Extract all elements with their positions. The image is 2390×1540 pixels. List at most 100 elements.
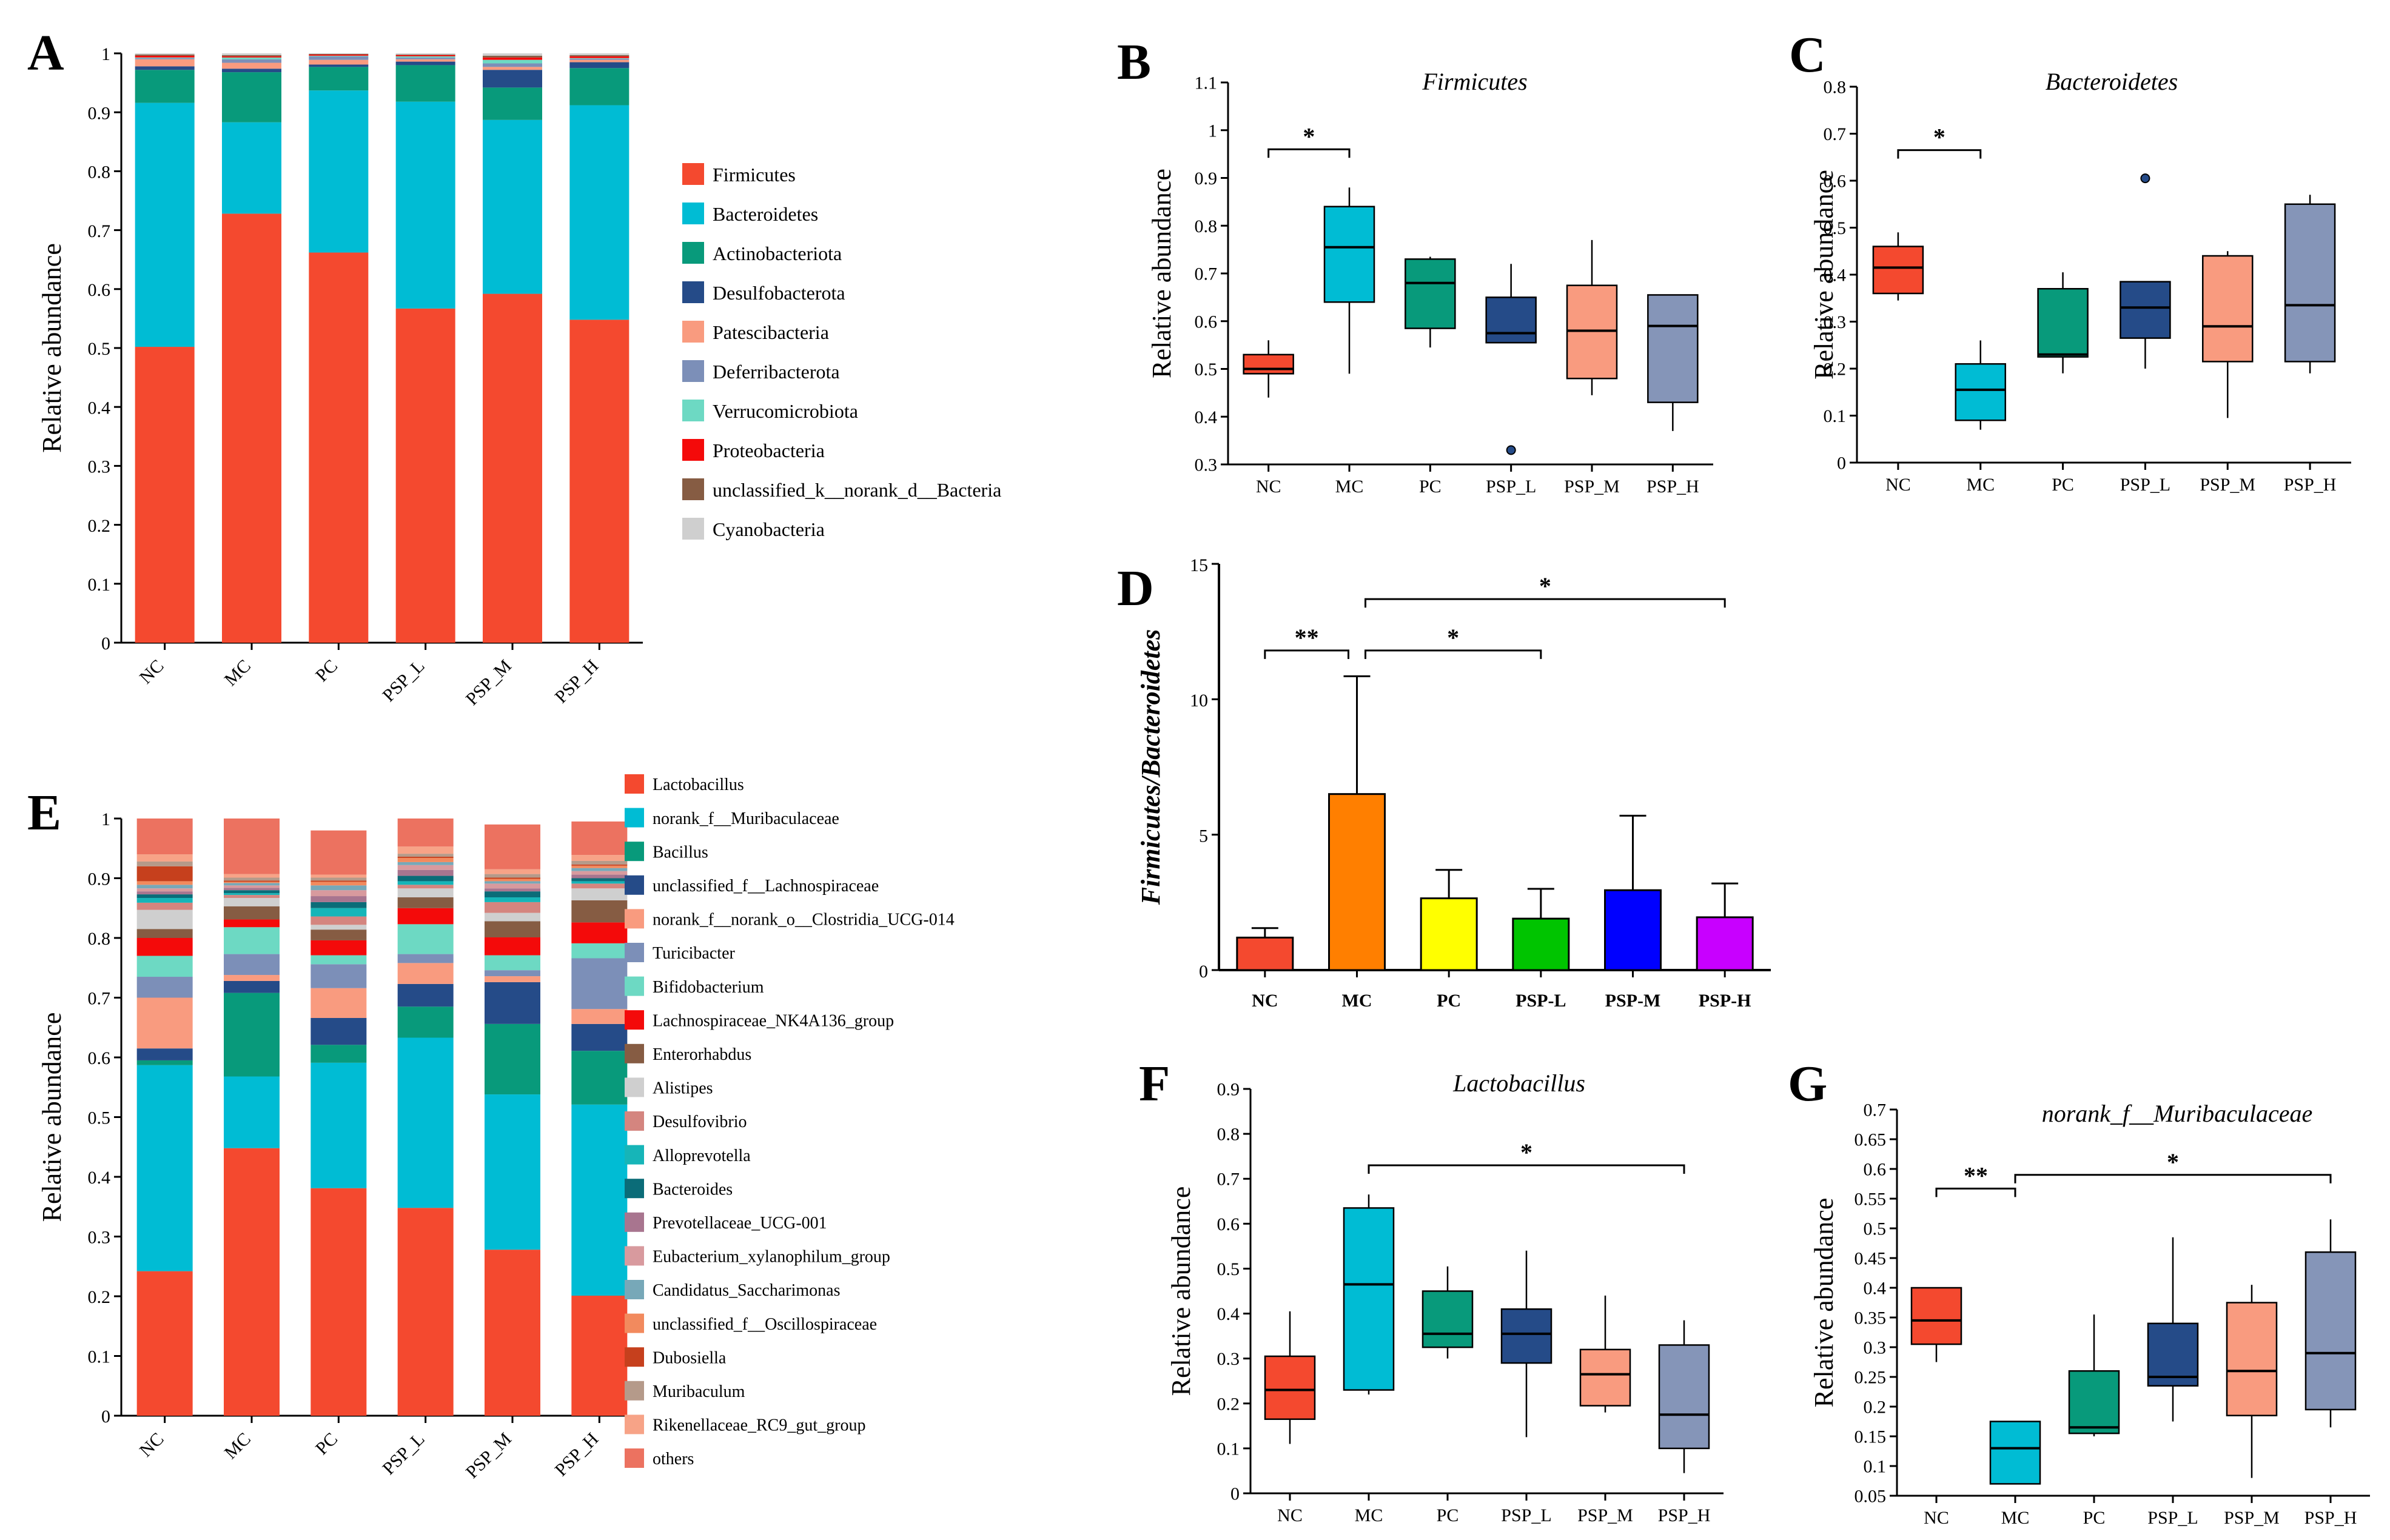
y-tick-label: 0.6 bbox=[88, 1048, 111, 1068]
panel-d-bar-chart: 0 5 10 15 Firmicutes/Bacteroidetes NC MC PC PSP-… bbox=[1136, 555, 1771, 1011]
box-MC bbox=[1343, 1207, 1395, 1391]
bar-segment-PSP_L-4 bbox=[395, 59, 455, 62]
bar-segment-PSP_M-4 bbox=[483, 67, 542, 70]
x-tick-label: PSP_M bbox=[462, 656, 515, 709]
bar-segment-MC-1 bbox=[224, 1076, 280, 1148]
bar-segment-PC-1 bbox=[310, 1062, 367, 1188]
panel-letter-a: A bbox=[27, 25, 64, 81]
bar-segment-PSP_L-18 bbox=[397, 854, 454, 857]
significance-label: * bbox=[1539, 572, 1551, 600]
x-tick-label: PSP-H bbox=[1699, 991, 1751, 1011]
bar-segment-NC-15 bbox=[136, 885, 193, 889]
y-tick-label: 0.4 bbox=[1217, 1304, 1240, 1324]
bar-segment-MC-7 bbox=[222, 56, 281, 58]
bar-segment-PSP_L-16 bbox=[397, 858, 454, 862]
panel-e-stacked-bar-chart: 0 0.1 0.2 0.3 0.4 0.5 0.6 0.7 0.8 0.9 1 Relative ab… bbox=[37, 774, 955, 1482]
bar-segment-PC-0 bbox=[310, 1188, 367, 1416]
bar-segment-PSP_H-13 bbox=[571, 874, 628, 879]
bar-segment-PSP_M-9 bbox=[483, 53, 542, 56]
bar-PC bbox=[1420, 897, 1478, 971]
bar-segment-NC-7 bbox=[136, 938, 193, 956]
bar-segment-PC-9 bbox=[309, 53, 369, 54]
significance-bracket bbox=[1897, 149, 1982, 159]
outlier-point-PSP_L bbox=[2140, 173, 2150, 184]
box-PSP_L bbox=[2120, 281, 2171, 339]
y-tick-label: 0.1 bbox=[1824, 406, 1847, 426]
bar-PSP-L bbox=[1512, 917, 1570, 971]
y-tick-label: 0.8 bbox=[88, 929, 111, 949]
bar-segment-MC-20 bbox=[224, 819, 280, 874]
x-tick-label: PC bbox=[2083, 1508, 2106, 1528]
bar-segment-MC-3 bbox=[222, 69, 281, 73]
bar-segment-NC-1 bbox=[135, 102, 195, 347]
bar-segment-PSP_H-16 bbox=[571, 865, 628, 868]
panel-letter-g: G bbox=[1788, 1056, 1827, 1112]
y-axis-title: Firmicutes/Bacteroidetes bbox=[1136, 629, 1166, 906]
bar-segment-PSP_H-0 bbox=[571, 1296, 628, 1416]
bar-segment-PSP_M-20 bbox=[485, 824, 540, 869]
bar-segment-PSP_L-14 bbox=[397, 865, 454, 870]
y-tick-label: 0.5 bbox=[1864, 1219, 1887, 1239]
x-tick-label: NC bbox=[1924, 1508, 1949, 1528]
bar-segment-PSP_M-3 bbox=[485, 982, 540, 1024]
y-tick-label: 5 bbox=[1199, 826, 1208, 846]
legend-swatch-5 bbox=[682, 360, 704, 382]
significance-bracket bbox=[1264, 649, 1349, 659]
box-PSP_L bbox=[1500, 1308, 1552, 1364]
bar-segment-PSP_L-0 bbox=[397, 1208, 454, 1416]
y-tick-label: 0.6 bbox=[1217, 1214, 1240, 1234]
legend-swatch-8 bbox=[682, 478, 704, 500]
legend-label-5: Turicibacter bbox=[653, 944, 735, 963]
y-tick-label: 0.8 bbox=[88, 162, 111, 182]
bar-segment-NC-0 bbox=[136, 1271, 193, 1416]
bar-segment-PSP_H-19 bbox=[571, 855, 628, 861]
x-tick-label: PSP-M bbox=[1605, 991, 1661, 1011]
legend-swatch-1 bbox=[682, 203, 704, 224]
bar-segment-NC-11 bbox=[136, 898, 193, 903]
panel-a-legend: Firmicutes Bacteroidetes Actinobacteriota D… bbox=[682, 163, 1001, 540]
bar-segment-PC-2 bbox=[309, 67, 369, 91]
panel-a-plot: 0 0.1 0.2 0.3 0.4 0.5 0.6 0.7 0.8 0.9 1 Relative ab… bbox=[37, 44, 643, 709]
bar-segment-PSP_L-0 bbox=[395, 308, 455, 643]
x-tick-label: PSP-L bbox=[1516, 991, 1566, 1011]
bar-segment-PSP_L-9 bbox=[395, 53, 455, 55]
legend-label-9: Cyanobacteria bbox=[713, 518, 825, 540]
y-tick-label: 0.25 bbox=[1855, 1368, 1887, 1388]
y-axis-title: Relative abundance bbox=[1809, 170, 1839, 380]
panel-g-title: norank_f__Muribaculaceae bbox=[2042, 1100, 2313, 1127]
significance-label: * bbox=[1447, 624, 1459, 651]
bar-segment-PC-10 bbox=[310, 916, 367, 925]
bar-segment-PSP_M-3 bbox=[483, 70, 542, 88]
bar-segment-MC-2 bbox=[222, 72, 281, 122]
bar-segment-PSP_H-8 bbox=[571, 900, 628, 923]
legend-swatch-3 bbox=[682, 281, 704, 303]
legend-label-13: Prevotellaceae_UCG-001 bbox=[653, 1214, 827, 1233]
y-tick-label: 0.4 bbox=[88, 398, 111, 418]
legend-swatch-17 bbox=[625, 1347, 644, 1367]
y-tick-label: 0.8 bbox=[1217, 1125, 1240, 1145]
legend-label-0: Firmicutes bbox=[713, 164, 796, 186]
y-tick-label: 0.1 bbox=[1864, 1457, 1887, 1477]
bar-PSP-M bbox=[1604, 889, 1662, 971]
panel-f-box-plot: Lactobacillus 00.10.20.30.40.50.60.70.80… bbox=[1166, 1070, 1724, 1525]
y-tick-label: 0.4 bbox=[1864, 1279, 1887, 1299]
box-NC bbox=[1872, 246, 1924, 295]
x-tick-label: PSP_M bbox=[1577, 1505, 1633, 1525]
y-axis-title: Relative abundance bbox=[1809, 1198, 1839, 1408]
bar-segment-NC-5 bbox=[136, 977, 193, 998]
y-tick-label: 0.4 bbox=[1824, 266, 1847, 286]
y-tick-label: 1 bbox=[101, 44, 110, 64]
box-PSP_H bbox=[2284, 203, 2336, 363]
legend-swatch-6 bbox=[625, 976, 644, 996]
legend-label-4: Patescibacteria bbox=[713, 321, 829, 343]
y-tick-label: 0.1 bbox=[88, 1347, 111, 1367]
significance-label: * bbox=[1933, 124, 1945, 151]
bar-segment-PSP_H-5 bbox=[571, 958, 628, 1009]
bar-segment-PC-16 bbox=[310, 882, 367, 886]
bar-segment-MC-5 bbox=[224, 954, 280, 976]
legend-label-6: Verrucomicrobiota bbox=[713, 400, 858, 422]
panel-letter-f: F bbox=[1139, 1056, 1170, 1112]
legend-swatch-5 bbox=[625, 943, 644, 962]
x-tick-label: PC bbox=[1437, 991, 1461, 1011]
y-tick-label: 0.3 bbox=[1195, 455, 1218, 475]
